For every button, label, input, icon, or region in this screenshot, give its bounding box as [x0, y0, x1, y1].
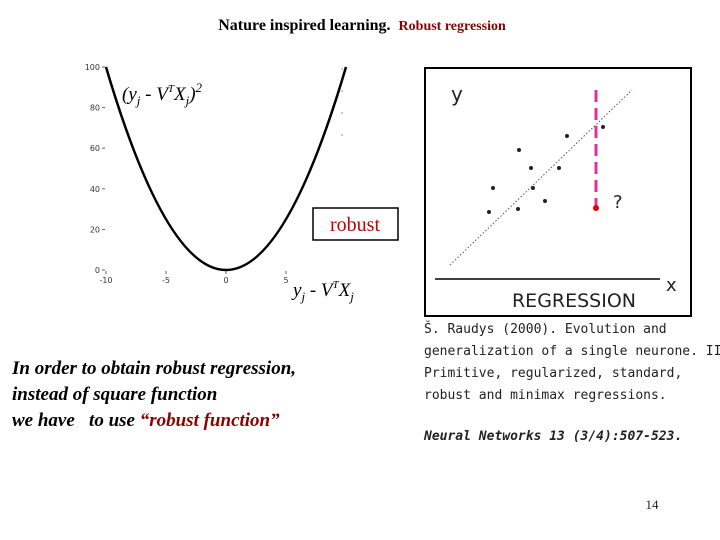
question: ? [613, 192, 623, 213]
y-tick-label: 100 [85, 63, 100, 72]
points [487, 125, 605, 214]
robust-label: robust [330, 214, 380, 236]
citation-line: Primitive, regularized, standard, [424, 366, 682, 381]
citation-line: Š. Raudys (2000). Evolution and [424, 321, 667, 337]
x-axis-label: x [666, 275, 677, 296]
robust-box [312, 207, 399, 241]
query-point [593, 205, 599, 211]
subtitle: Robust regression [399, 19, 506, 34]
journal: Neural Networks 13 (3/4):507-523. [423, 429, 682, 444]
loss-plot: (yj - VTXj)2 robust yj - VTXj 0 20 40 60 80 1… [85, 63, 399, 304]
x-tick-label: -10 [99, 276, 112, 285]
body-line: instead of square function [12, 384, 217, 405]
regression-line [449, 89, 633, 266]
figure-frame [424, 67, 692, 317]
x-tick-label: -5 [162, 276, 170, 285]
title-text: Nature inspired learning. [218, 17, 390, 34]
title: Nature inspired learning. Robust regressi… [218, 17, 506, 34]
page-number: 14 [646, 497, 660, 512]
caption: REGRESSION [512, 290, 636, 312]
body: In order to obtain robust regression, in… [11, 358, 296, 431]
x-label: yj - VTXj [291, 279, 354, 304]
citation-line: robust and minimax regressions. [424, 388, 667, 403]
regression-figure: y x ? REGRESSION [424, 67, 692, 317]
square-curve [104, 66, 348, 272]
x-tick-label: 0 [223, 276, 228, 285]
x-tick-label: 5 [283, 276, 288, 285]
y-tick-label: 0 [95, 266, 100, 275]
citation: Š. Raudys (2000). Evolution and generali… [423, 321, 720, 444]
y-tick-label: 80 [90, 104, 100, 113]
body-line: we have to use “robust function” [12, 410, 280, 431]
body-line: In order to obtain robust regression, [11, 358, 296, 379]
y-tick-label: 60 [90, 144, 100, 153]
loss-label: (yj - VTXj)2 [122, 80, 203, 108]
y-tick-label: 40 [90, 185, 100, 194]
y-label: y [451, 82, 463, 106]
y-tick-label: 20 [90, 225, 100, 234]
citation-line: generalization of a single neurone. III. [424, 344, 720, 359]
